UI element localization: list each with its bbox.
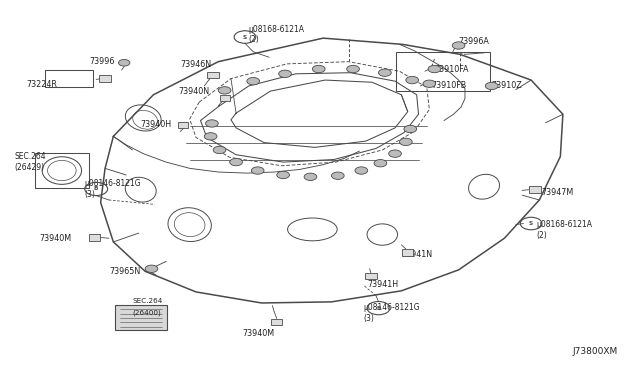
Text: S: S xyxy=(529,221,533,226)
Text: 73910FA: 73910FA xyxy=(435,64,469,74)
Text: 73940M: 73940M xyxy=(243,328,275,338)
FancyBboxPatch shape xyxy=(88,234,100,241)
Circle shape xyxy=(388,150,401,157)
Circle shape xyxy=(276,171,289,179)
Circle shape xyxy=(230,158,243,166)
Circle shape xyxy=(218,87,231,94)
Text: 73224R: 73224R xyxy=(26,80,57,89)
FancyBboxPatch shape xyxy=(99,75,111,82)
Text: 73996A: 73996A xyxy=(459,37,490,46)
Circle shape xyxy=(374,160,387,167)
Text: µ08146-8121G
(3): µ08146-8121G (3) xyxy=(84,179,141,199)
Text: S: S xyxy=(243,35,247,39)
FancyBboxPatch shape xyxy=(271,319,282,326)
Circle shape xyxy=(355,167,368,174)
Text: 73941N: 73941N xyxy=(401,250,433,259)
Circle shape xyxy=(205,120,218,127)
Circle shape xyxy=(278,70,291,77)
Text: 73941H: 73941H xyxy=(368,280,399,289)
Text: 73946N: 73946N xyxy=(180,60,211,69)
Circle shape xyxy=(347,65,360,73)
Text: µ08168-6121A
(2): µ08168-6121A (2) xyxy=(249,25,305,44)
FancyBboxPatch shape xyxy=(207,71,219,78)
Circle shape xyxy=(399,138,412,145)
Text: SEC.264: SEC.264 xyxy=(132,298,163,304)
FancyBboxPatch shape xyxy=(115,305,168,330)
Text: 73940H: 73940H xyxy=(141,120,172,129)
Circle shape xyxy=(304,173,317,180)
Circle shape xyxy=(485,82,498,90)
Text: 73940M: 73940M xyxy=(39,234,71,243)
Circle shape xyxy=(204,133,217,140)
Circle shape xyxy=(312,65,325,73)
Circle shape xyxy=(247,77,260,85)
Text: 73996: 73996 xyxy=(90,57,115,66)
Circle shape xyxy=(145,265,158,272)
Text: 73947M: 73947M xyxy=(541,188,573,197)
FancyBboxPatch shape xyxy=(402,249,413,256)
FancyBboxPatch shape xyxy=(365,273,376,279)
Circle shape xyxy=(404,125,417,133)
Circle shape xyxy=(452,42,465,49)
FancyBboxPatch shape xyxy=(178,122,188,128)
FancyBboxPatch shape xyxy=(529,186,541,193)
Text: 73965N: 73965N xyxy=(109,267,140,276)
Text: 73910Z: 73910Z xyxy=(492,81,522,90)
Circle shape xyxy=(252,167,264,174)
Text: B: B xyxy=(94,186,99,192)
Text: B: B xyxy=(376,306,381,311)
Circle shape xyxy=(332,172,344,179)
Circle shape xyxy=(428,65,441,73)
Text: 73910FB: 73910FB xyxy=(431,81,467,90)
Text: µ08168-6121A
(2): µ08168-6121A (2) xyxy=(536,221,592,240)
Circle shape xyxy=(378,69,391,76)
Text: SEC.264
(26429): SEC.264 (26429) xyxy=(15,153,47,172)
Circle shape xyxy=(406,76,419,84)
Circle shape xyxy=(213,146,226,154)
Circle shape xyxy=(423,80,436,87)
Text: J73800XM: J73800XM xyxy=(572,347,618,356)
Text: 73940N: 73940N xyxy=(179,87,210,96)
Circle shape xyxy=(118,60,130,66)
FancyBboxPatch shape xyxy=(220,95,230,101)
Text: µ08146-8121G
(3): µ08146-8121G (3) xyxy=(364,303,420,323)
Text: (26400): (26400) xyxy=(132,310,161,317)
